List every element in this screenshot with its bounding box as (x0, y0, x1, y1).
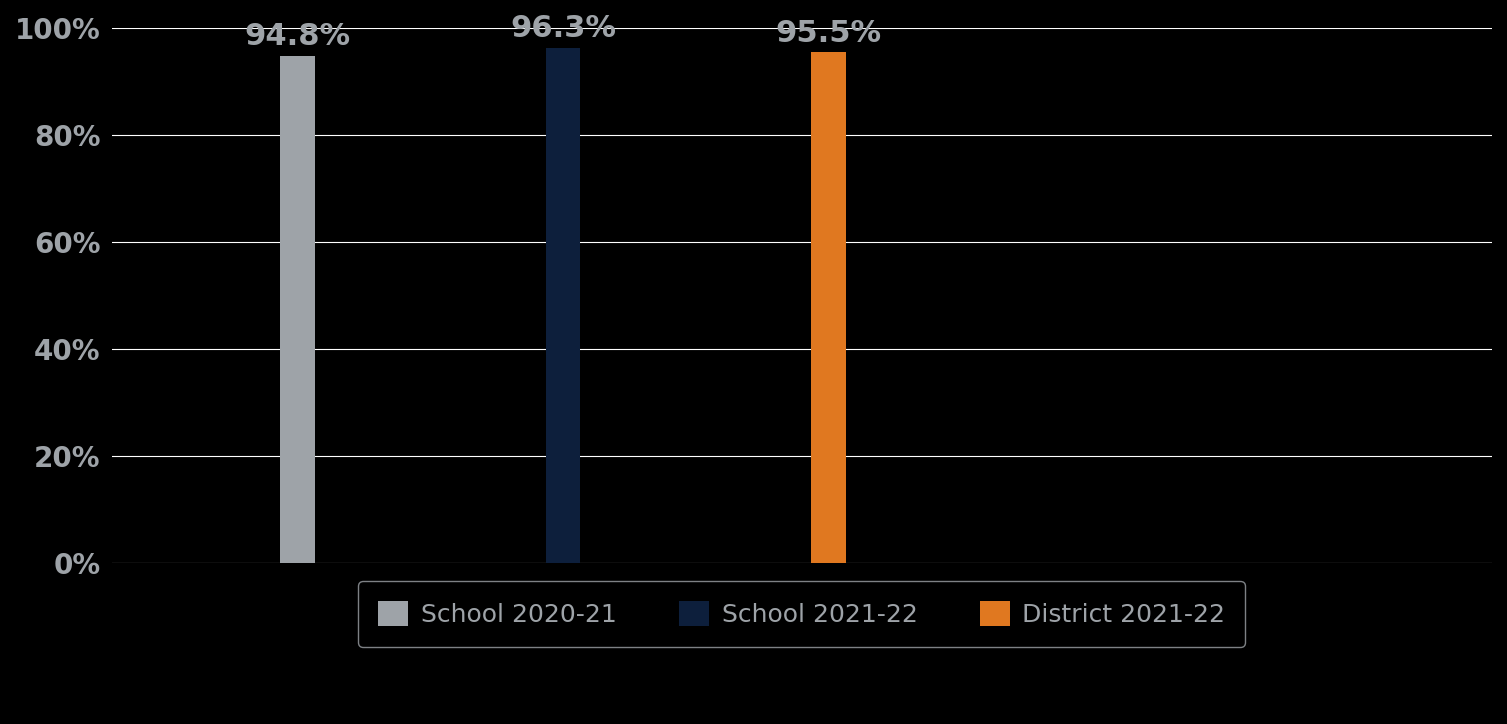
Legend: School 2020-21, School 2021-22, District 2021-22: School 2020-21, School 2021-22, District… (359, 581, 1245, 647)
Text: 94.8%: 94.8% (244, 22, 351, 51)
Bar (811, 52, 845, 563)
Bar (546, 48, 580, 563)
Bar (280, 56, 315, 563)
Text: 96.3%: 96.3% (509, 14, 616, 43)
Text: 95.5%: 95.5% (776, 19, 882, 48)
